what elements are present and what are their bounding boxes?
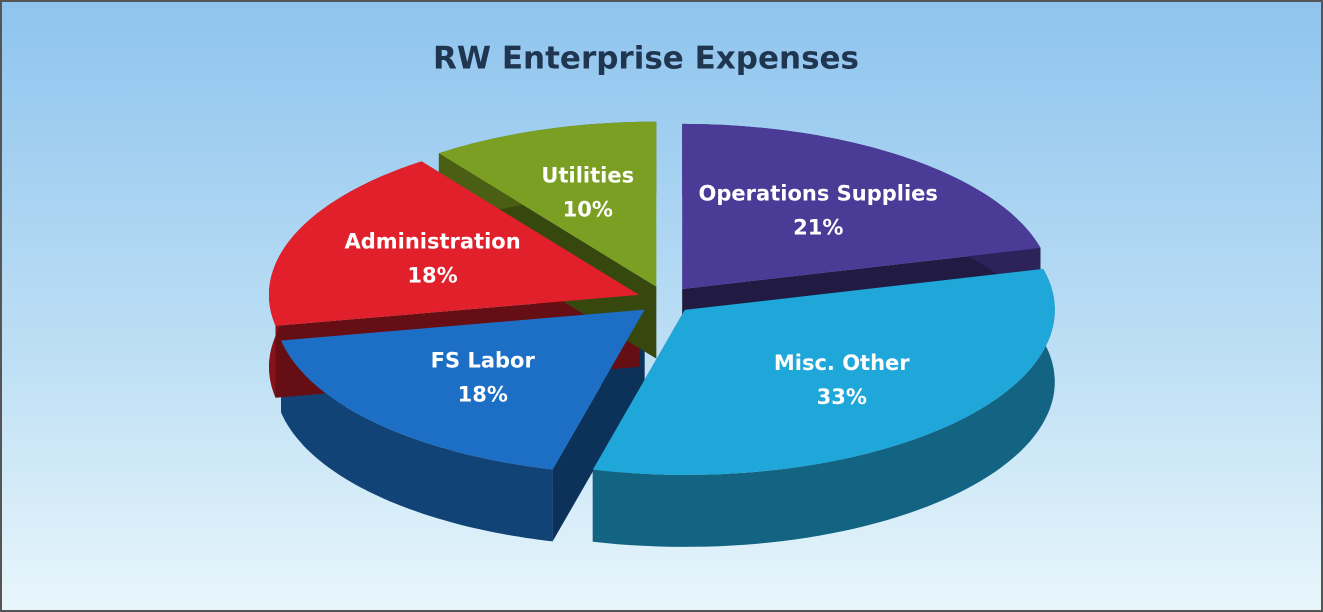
slice bbox=[269, 161, 639, 326]
slice-value-label: 33% bbox=[817, 385, 867, 409]
slice-label: FS Labor bbox=[431, 348, 536, 372]
slice bbox=[281, 309, 645, 470]
slice-label: Operations Supplies bbox=[699, 182, 938, 206]
slice-value-label: 10% bbox=[563, 198, 613, 222]
slice-value-label: 18% bbox=[407, 263, 457, 287]
slice bbox=[592, 268, 1055, 475]
slice-side bbox=[592, 268, 1055, 547]
slice bbox=[682, 123, 1041, 289]
slice-value-label: 18% bbox=[458, 382, 508, 406]
slice-value-label: 21% bbox=[793, 216, 843, 240]
slice-label: Administration bbox=[344, 229, 520, 253]
slice-side bbox=[281, 340, 553, 542]
slice-label: Misc. Other bbox=[774, 351, 910, 375]
slice-label: Utilities bbox=[541, 164, 634, 188]
slice bbox=[438, 121, 657, 287]
chart-title: RW Enterprise Expenses bbox=[433, 41, 859, 77]
